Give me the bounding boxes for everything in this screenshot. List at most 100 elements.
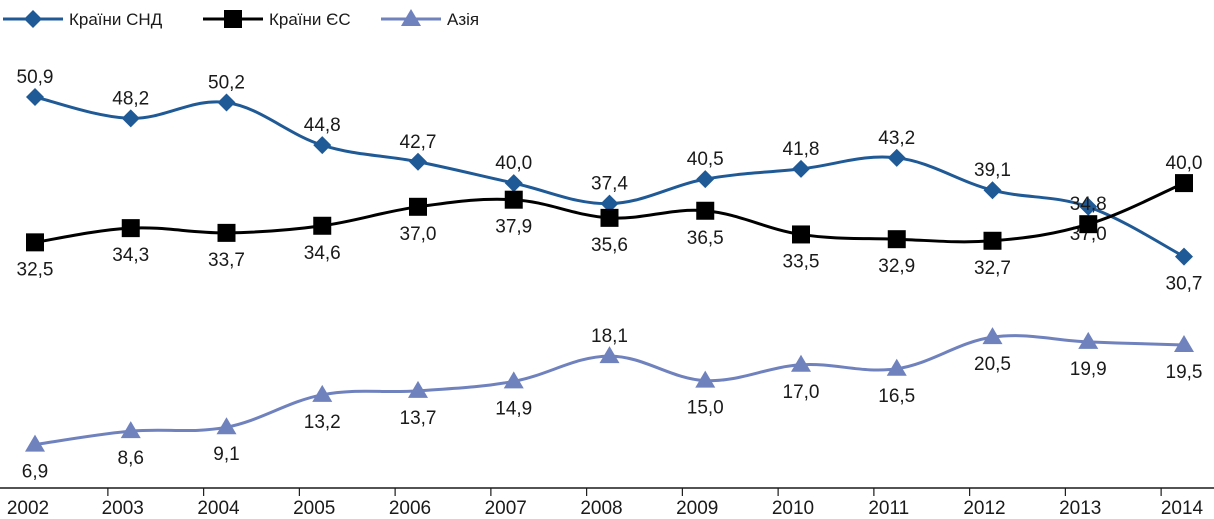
data-label: 37,0 — [1070, 224, 1107, 245]
data-label: 20,5 — [974, 354, 1011, 375]
data-point-diamond — [600, 194, 619, 213]
legend-item-2: Країни ЄС — [203, 10, 351, 29]
data-point-diamond — [504, 174, 523, 193]
data-point-triangle — [25, 434, 45, 452]
data-point-triangle — [503, 371, 524, 389]
data-label: 43,2 — [878, 128, 915, 149]
data-label: 9,1 — [213, 444, 239, 465]
data-label: 15,0 — [687, 398, 724, 419]
data-point-square — [1175, 174, 1193, 193]
data-point-diamond — [313, 136, 332, 155]
data-point-diamond — [1079, 197, 1098, 216]
x-tick-label: 2003 — [102, 498, 144, 519]
data-label: 32,7 — [974, 258, 1011, 279]
x-tick-label: 2007 — [485, 498, 527, 519]
x-axis: 2002 2003 2004 2005 2006 2007 2008 2009 2010 2011… — [0, 487, 1214, 519]
x-tick-label: 2010 — [772, 498, 814, 519]
data-label: 19,9 — [1070, 359, 1107, 380]
data-label: 13,2 — [304, 412, 341, 433]
data-point-diamond — [217, 93, 236, 112]
data-point-triangle — [120, 421, 141, 439]
legend-item-1: Країни СНД — [3, 10, 163, 29]
data-label: 6,9 — [22, 462, 48, 483]
data-point-triangle — [791, 354, 811, 372]
data-label: 42,7 — [400, 132, 437, 153]
data-point-triangle — [1174, 335, 1194, 353]
data-point-triangle — [216, 417, 237, 435]
data-label: 48,2 — [112, 88, 149, 109]
legend-diamond-icon — [24, 10, 42, 28]
data-label: 18,1 — [591, 326, 628, 347]
data-point-square — [887, 230, 906, 249]
data-point-triangle — [408, 380, 428, 398]
data-label: 37,4 — [591, 174, 628, 195]
data-label: 33,5 — [783, 251, 820, 272]
data-point-diamond — [792, 159, 810, 178]
data-label: 14,9 — [495, 398, 532, 419]
data-point-diamond — [696, 170, 715, 189]
data-point-triangle — [312, 384, 333, 402]
data-point-square — [792, 225, 810, 244]
data-point-diamond — [121, 109, 140, 128]
legend-label: Країни ЄС — [269, 10, 351, 29]
data-label: 35,6 — [591, 235, 628, 256]
series-layer: 50,9 48,2 50,2 44,8 42,7 40,0 37,4 40,5 41,8 43,2… — [17, 67, 1203, 483]
data-point-square — [313, 216, 332, 235]
data-point-diamond — [26, 87, 44, 106]
x-tick-label: 2012 — [963, 498, 1005, 519]
data-label: 50,9 — [17, 67, 54, 88]
data-point-diamond — [887, 148, 906, 167]
data-point-triangle — [982, 327, 1003, 345]
data-label: 32,9 — [878, 256, 915, 277]
data-label: 40,0 — [1166, 153, 1203, 174]
data-point-square — [217, 223, 236, 242]
data-point-square — [504, 190, 523, 209]
data-label: 19,5 — [1166, 362, 1203, 383]
data-label: 13,7 — [400, 408, 437, 429]
data-label: 50,2 — [208, 73, 245, 94]
data-point-square — [983, 231, 1002, 250]
legend-item-3: Азія — [381, 9, 479, 29]
data-point-diamond — [983, 181, 1002, 200]
data-point-triangle — [599, 346, 620, 364]
x-tick-label: 2004 — [197, 498, 240, 519]
x-tick-label: 2013 — [1059, 498, 1101, 519]
data-label: 33,7 — [208, 250, 245, 271]
legend-triangle-icon — [401, 9, 421, 26]
data-point-square — [26, 233, 44, 252]
x-tick-label: 2009 — [676, 498, 718, 519]
data-label: 36,5 — [687, 228, 724, 249]
x-tick-label: 2006 — [389, 498, 431, 519]
x-tick-label: 2002 — [7, 498, 49, 519]
data-label: 16,5 — [878, 386, 915, 407]
data-label: 39,1 — [974, 160, 1011, 181]
data-point-square — [121, 219, 140, 238]
series-2: 32,5 34,3 33,7 34,6 37,0 37,9 35,6 36,5 33,5 32,9… — [17, 153, 1203, 280]
x-tick-label: 2008 — [580, 498, 622, 519]
data-point-triangle — [695, 370, 716, 388]
data-label: 40,0 — [495, 153, 532, 174]
series-1: 50,9 48,2 50,2 44,8 42,7 40,0 37,4 40,5 41,8 43,2… — [17, 67, 1203, 295]
data-point-triangle — [1078, 331, 1099, 349]
data-point-square — [600, 208, 619, 227]
data-point-square — [1079, 215, 1098, 234]
data-label: 8,6 — [118, 448, 144, 469]
data-point-triangle — [886, 358, 907, 376]
series-3: 6,9 8,6 9,1 13,2 13,7 14,9 18,1 15,0 17,0 16,5 20,… — [22, 326, 1203, 482]
legend-square-icon — [224, 10, 242, 28]
data-label: 34,8 — [1070, 194, 1107, 215]
data-label: 37,9 — [495, 217, 532, 238]
chart-legend: Країни СНД Країни ЄС Азія — [3, 9, 479, 29]
legend-label: Азія — [447, 10, 479, 29]
data-label: 37,0 — [400, 224, 437, 245]
data-label: 44,8 — [304, 115, 341, 136]
data-label: 17,0 — [783, 382, 820, 403]
data-label: 34,3 — [112, 245, 149, 266]
data-point-square — [696, 201, 715, 220]
data-label: 41,8 — [783, 139, 820, 160]
legend-label: Країни СНД — [69, 10, 163, 29]
data-point-diamond — [409, 152, 427, 171]
x-tick-label: 2014 — [1161, 498, 1204, 519]
data-label: 40,5 — [687, 149, 724, 170]
